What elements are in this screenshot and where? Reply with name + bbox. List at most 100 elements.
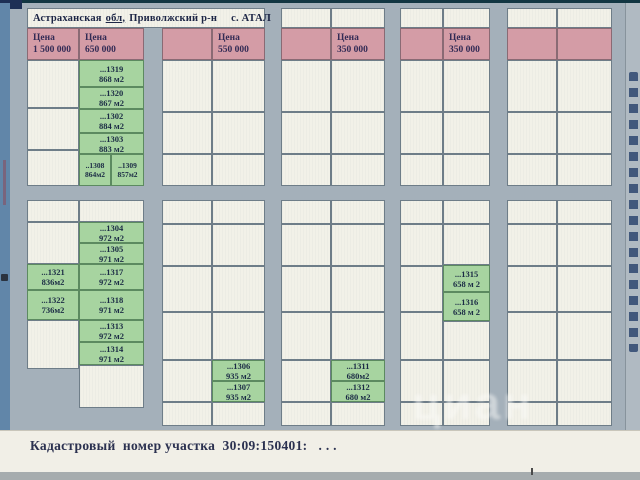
price-value: 350 000 xyxy=(449,45,480,55)
plot-cell-empty xyxy=(557,266,612,312)
plot-cell-empty xyxy=(557,154,612,186)
price-header-empty xyxy=(400,28,443,60)
price-value: 550 000 xyxy=(218,45,249,55)
plot-cell-empty xyxy=(443,60,490,112)
plot-id: ...1321 xyxy=(41,267,65,277)
plot-cell-empty xyxy=(507,266,557,312)
plot-cell-empty xyxy=(507,200,557,224)
price-header-350000-a: Цена 350 000 xyxy=(331,28,385,60)
plot-area: 864м2 xyxy=(84,170,106,179)
plot-cell-empty xyxy=(212,154,265,186)
plot-1321: ...1321 836м2 xyxy=(27,264,79,290)
plot-id: ...1319 xyxy=(99,63,124,74)
plot-cell-empty xyxy=(212,200,265,224)
plot-id: ...1303 xyxy=(99,133,124,144)
plot-cell-empty xyxy=(27,150,79,186)
plot-id: ...1313 xyxy=(99,321,124,331)
plot-cell-empty xyxy=(27,222,79,264)
plot-cell-empty xyxy=(331,312,385,360)
plot-id: ...1315 xyxy=(454,268,479,279)
plot-cell-empty xyxy=(507,60,557,112)
plot-area: 658 м 2 xyxy=(452,278,481,289)
plot-cell-empty xyxy=(331,8,385,28)
plot-area: 883 м2 xyxy=(99,143,124,154)
plot-cell-empty xyxy=(400,224,443,266)
title-village: с. АТАЛ xyxy=(231,12,271,24)
price-value: 350 000 xyxy=(337,45,368,55)
plot-cell-empty xyxy=(557,402,612,426)
price-header-350000-b: Цена 350 000 xyxy=(443,28,490,60)
price-label: Цена xyxy=(218,33,240,43)
plot-cell-empty xyxy=(331,200,385,224)
plot-area: 868 м2 xyxy=(99,73,124,84)
plot-cell-empty xyxy=(27,108,79,150)
plot-cell-empty xyxy=(281,312,331,360)
price-header-empty xyxy=(281,28,331,60)
plot-1308: ..1308 864м2 xyxy=(79,154,111,186)
plot-cell-empty xyxy=(400,8,443,28)
plot-cell-empty xyxy=(281,8,331,28)
plot-cell-empty xyxy=(281,60,331,112)
plot-cell-empty xyxy=(162,312,212,360)
photo-bottom-edge xyxy=(0,472,640,480)
plot-id: ...1311 xyxy=(346,360,370,371)
plot-cell-empty xyxy=(507,402,557,426)
cadastral-number-note: Кадастровый номер участка 30:09:150401: … xyxy=(30,438,337,453)
title-region: Астраханская xyxy=(33,12,102,24)
plot-cell-empty xyxy=(162,60,212,112)
plot-cell-empty xyxy=(557,224,612,266)
map-title: Астраханская обл, Приволжский р-н с. АТА… xyxy=(27,8,271,28)
plot-cell-empty xyxy=(212,312,265,360)
plot-cell-empty xyxy=(507,154,557,186)
plot-cell-empty xyxy=(400,312,443,360)
price-header-empty xyxy=(507,28,557,60)
plot-id: ...1307 xyxy=(226,381,251,392)
plot-cell-empty xyxy=(557,312,612,360)
plot-cell-empty xyxy=(331,112,385,154)
plot-cell-empty xyxy=(331,402,385,426)
plot-cell-empty xyxy=(507,224,557,266)
plot-area: 972 м2 xyxy=(99,232,124,243)
plot-id: ...1314 xyxy=(99,343,124,354)
price-header-650000: Цена 650 000 xyxy=(79,28,144,60)
plot-cell-empty xyxy=(400,266,443,312)
price-label: Цена xyxy=(449,33,471,43)
plot-area: 857м2 xyxy=(117,170,138,179)
plot-cell-empty xyxy=(331,154,385,186)
plot-cell-empty xyxy=(557,112,612,154)
plot-cell-empty xyxy=(281,360,331,402)
plot-1311: ...1311 680м2 xyxy=(331,360,385,381)
plot-cell-empty xyxy=(281,266,331,312)
price-label: Цена xyxy=(33,33,55,43)
plot-cell-empty xyxy=(557,200,612,224)
plot-1304: ...1304 972 м2 xyxy=(79,222,144,243)
plot-cell-empty xyxy=(400,154,443,186)
plot-1305: ...1305 971 м2 xyxy=(79,243,144,264)
plot-id: ...1304 xyxy=(99,222,124,233)
plot-area: 971 м2 xyxy=(99,353,124,364)
plot-cell-empty xyxy=(443,112,490,154)
plot-cell-empty xyxy=(507,8,557,28)
plot-area: 971 м2 xyxy=(99,253,124,264)
plot-1303: ...1303 883 м2 xyxy=(79,133,144,154)
plot-cell-empty xyxy=(443,8,490,28)
price-value: 650 000 xyxy=(85,45,116,55)
plot-1320: ...1320 867 м2 xyxy=(79,87,144,109)
plot-1316: ...1316 658 м 2 xyxy=(443,292,490,321)
title-district: Приволжский р-н xyxy=(129,12,218,24)
plot-id: ...1312 xyxy=(346,381,370,392)
plot-cell-empty xyxy=(557,360,612,402)
plot-cell-empty xyxy=(331,224,385,266)
plot-1317: ...1317 972 м2 xyxy=(79,264,144,290)
plot-cell-empty xyxy=(443,402,490,426)
plot-1309: ..1309 857м2 xyxy=(111,154,144,186)
side-vertical-text-illegible xyxy=(629,72,638,352)
plot-cell-empty xyxy=(443,224,490,265)
plot-area: 867 м2 xyxy=(99,98,124,108)
plot-id: ...1302 xyxy=(99,111,124,121)
price-header-empty xyxy=(162,28,212,60)
plot-cell-empty xyxy=(212,224,265,266)
plot-cell-empty xyxy=(557,8,612,28)
price-header-550000: Цена 550 000 xyxy=(212,28,265,60)
plot-area: 972 м2 xyxy=(99,277,124,287)
